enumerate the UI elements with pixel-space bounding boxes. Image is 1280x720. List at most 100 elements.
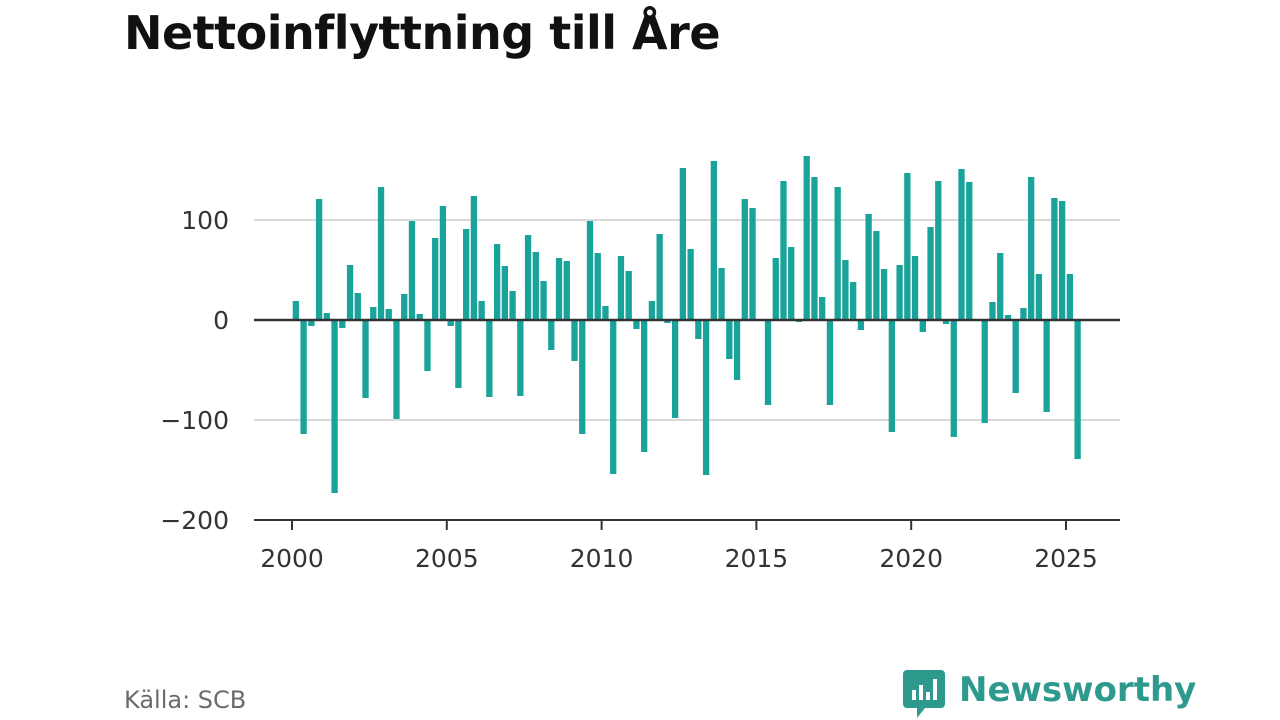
bar: [919, 320, 926, 332]
bar: [834, 187, 841, 320]
bar: [346, 265, 354, 320]
bar: [633, 320, 640, 329]
bar: [702, 320, 710, 475]
bar: [416, 314, 423, 320]
bar: [579, 320, 586, 434]
bar: [648, 301, 656, 320]
x-tick-label: 2005: [415, 544, 479, 573]
bar: [424, 320, 431, 371]
bar: [370, 307, 377, 320]
bar: [1074, 320, 1081, 459]
bar: [555, 258, 563, 320]
bar: [904, 173, 911, 320]
bar: [718, 268, 725, 320]
bar: [362, 320, 369, 398]
bar: [323, 313, 330, 320]
bar: [935, 181, 942, 320]
gridlines: [254, 219, 1120, 421]
y-tick-label: −100: [160, 406, 229, 435]
brand-name: Newsworthy: [959, 670, 1197, 710]
bar: [532, 252, 539, 320]
bar: [331, 320, 338, 493]
bar: [540, 281, 547, 320]
bar: [385, 309, 392, 320]
bar: [726, 320, 733, 359]
bar: [432, 238, 439, 320]
bar: [679, 168, 687, 320]
bar: [571, 320, 578, 361]
bar: [447, 320, 454, 326]
bar: [308, 320, 315, 326]
bar: [826, 320, 834, 405]
bar: [610, 320, 617, 474]
bar: [981, 320, 988, 423]
bar: [687, 249, 694, 320]
bar: [602, 306, 609, 320]
newsworthy-logo-icon: [903, 670, 945, 718]
bar: [1028, 177, 1035, 320]
bar: [950, 320, 957, 437]
bar: [966, 182, 973, 320]
x-tick-label: 2020: [879, 544, 943, 573]
bar: [656, 234, 663, 320]
bar: [857, 320, 865, 330]
bar: [710, 161, 717, 320]
bar: [888, 320, 895, 432]
bar: [927, 227, 934, 320]
bar: [586, 221, 594, 320]
bar: [641, 320, 648, 452]
x-tick-label: 2025: [1034, 544, 1098, 573]
chart-title: Nettoinflyttning till Åre: [124, 6, 721, 60]
bar: [1012, 320, 1019, 393]
bar: [842, 260, 849, 320]
y-tick-label: −200: [160, 506, 229, 535]
bar: [1051, 198, 1058, 320]
bar: [455, 320, 462, 388]
bar: [463, 229, 470, 320]
bar: [486, 320, 493, 397]
y-tick-label: 0: [213, 306, 229, 335]
bar: [764, 320, 772, 405]
bar: [470, 196, 478, 320]
bar: [393, 320, 400, 419]
bar: [493, 244, 501, 320]
bar: [300, 320, 307, 434]
x-tick-label: 2015: [725, 544, 789, 573]
bar: [439, 206, 447, 320]
bar: [664, 320, 671, 323]
bar: [780, 181, 787, 320]
x-tick-labels: 2000 2005 2010 2015 2020 2025: [260, 544, 1098, 573]
bar: [850, 282, 857, 320]
bar: [671, 320, 679, 418]
bar: [617, 256, 625, 320]
bar: [803, 156, 810, 320]
axes: [254, 318, 1120, 530]
bar: [865, 214, 872, 320]
bar: [733, 320, 741, 380]
bar: [772, 258, 779, 320]
bar: [1035, 274, 1043, 320]
bar: [315, 199, 323, 320]
source-note: Källa: SCB: [124, 686, 247, 714]
bar: [741, 199, 748, 320]
bar: [354, 293, 361, 320]
bar: [1043, 320, 1050, 412]
bar: [563, 261, 570, 320]
bar: [811, 177, 818, 320]
bar: [524, 235, 532, 320]
bar: [911, 256, 919, 320]
bar: [548, 320, 555, 350]
bar: [989, 302, 996, 320]
bar: [1066, 274, 1074, 320]
bar: [501, 266, 508, 320]
x-tick-label: 2010: [570, 544, 634, 573]
bar: [1004, 315, 1012, 320]
bar: [1058, 201, 1066, 320]
bar: [880, 269, 888, 320]
bar: [625, 271, 632, 320]
x-tick-label: 2000: [260, 544, 324, 573]
bar: [509, 291, 516, 320]
bar: [401, 294, 408, 320]
bar: [896, 265, 903, 320]
